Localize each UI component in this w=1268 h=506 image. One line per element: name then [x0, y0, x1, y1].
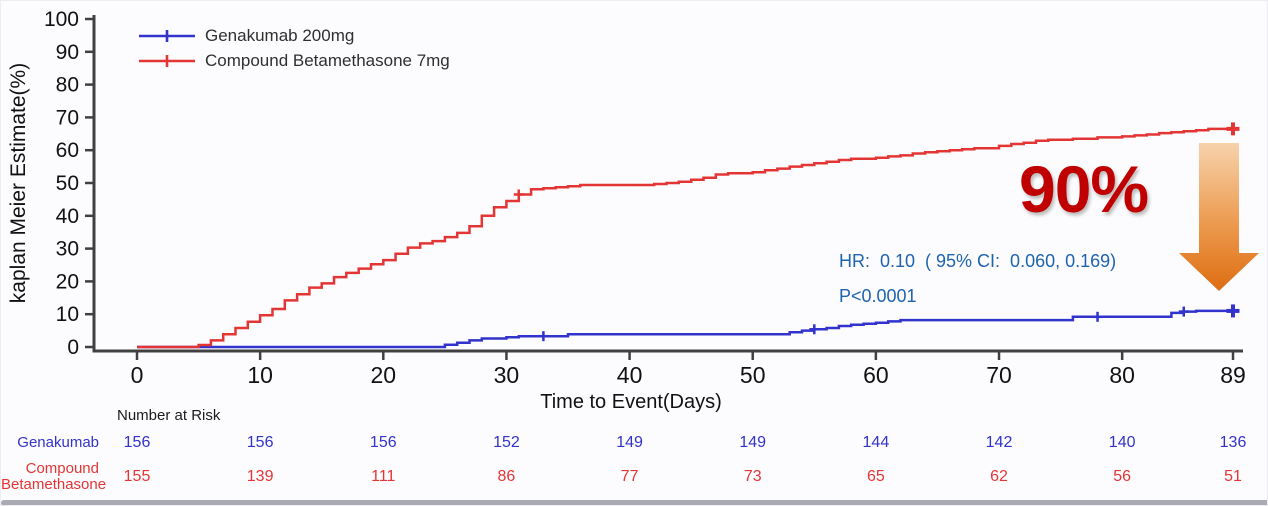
y-tick-label: 70 — [56, 106, 79, 129]
x-tick-label: 40 — [617, 362, 643, 388]
x-tick-label: 70 — [986, 362, 1012, 388]
risk-row-label: Genakumab — [17, 434, 99, 451]
blue-line-plus-icon — [139, 29, 195, 42]
y-tick-label: 90 — [56, 41, 79, 64]
risk-value: 140 — [1108, 434, 1136, 451]
risk-value: 136 — [1219, 434, 1247, 451]
risk-value: 155 — [123, 468, 151, 485]
risk-value: 77 — [620, 468, 639, 485]
risk-value: 86 — [497, 468, 516, 485]
y-tick-label: 60 — [56, 139, 79, 162]
hr-annotation: HR: 0.10 ( 95% CI: 0.060, 0.169) — [839, 251, 1117, 271]
legend-item-betamethasone: Compound Betamethasone 7mg — [138, 48, 450, 73]
x-tick-label: 10 — [247, 362, 273, 388]
km-curve-betamethasone — [137, 127, 1233, 349]
y-tick-label: 50 — [56, 172, 79, 195]
x-tick-label: 60 — [863, 362, 889, 388]
y-tick-label: 0 — [67, 336, 79, 359]
x-tick-label: 89 — [1220, 362, 1246, 388]
red-line-plus-icon — [139, 54, 195, 67]
y-tick-label: 30 — [56, 238, 79, 261]
legend-label: Genakumab 200mg — [205, 25, 355, 45]
y-tick-label: 40 — [56, 205, 79, 228]
risk-value: 65 — [866, 468, 885, 485]
risk-value: 73 — [743, 468, 762, 485]
risk-value: 152 — [493, 434, 520, 451]
risk-value: 62 — [990, 468, 1008, 485]
x-tick-label: 30 — [494, 362, 520, 388]
y-tick-label: 20 — [56, 270, 79, 293]
p-value-annotation: P<0.0001 — [839, 286, 917, 306]
risk-value: 144 — [862, 434, 890, 451]
axes-lines — [92, 15, 1243, 353]
risk-value: 51 — [1224, 468, 1242, 485]
risk-value: 156 — [123, 434, 151, 451]
legend-item-genakumab: Genakumab 200mg — [138, 23, 450, 48]
legend-label: Compound Betamethasone 7mg — [205, 50, 450, 70]
legend: Genakumab 200mg Compound Betamethasone 7… — [138, 23, 450, 73]
risk-value: 142 — [985, 434, 1013, 451]
x-axis-title: Time to Event(Days) — [540, 391, 722, 413]
x-tick-label: 20 — [370, 362, 396, 388]
risk-value: 156 — [369, 434, 397, 451]
x-tick-label: 50 — [740, 362, 766, 388]
risk-value: 139 — [246, 468, 274, 485]
y-tick-label: 10 — [56, 303, 79, 326]
risk-value: 56 — [1113, 468, 1132, 485]
reduction-percentage-highlight: 90% — [1019, 152, 1149, 226]
risk-row-label: Compound Betamethasone — [1, 460, 107, 493]
y-axis-title: kaplan Meier Estimate(%) — [7, 63, 30, 303]
risk-value: 156 — [246, 434, 274, 451]
risk-value: 149 — [616, 434, 643, 451]
x-tick-label: 80 — [1109, 362, 1135, 388]
risk-table-header: Number at Risk — [117, 407, 221, 424]
decrease-arrow-icon — [1179, 143, 1259, 291]
km-curve-genakumab — [137, 309, 1233, 349]
x-tick-label: 0 — [131, 362, 144, 388]
y-tick-label: 80 — [56, 74, 79, 97]
y-tick-label: 100 — [44, 8, 79, 31]
risk-value: 111 — [371, 468, 396, 485]
window-bottom-bar — [1, 500, 1267, 505]
risk-value: 149 — [739, 434, 767, 451]
